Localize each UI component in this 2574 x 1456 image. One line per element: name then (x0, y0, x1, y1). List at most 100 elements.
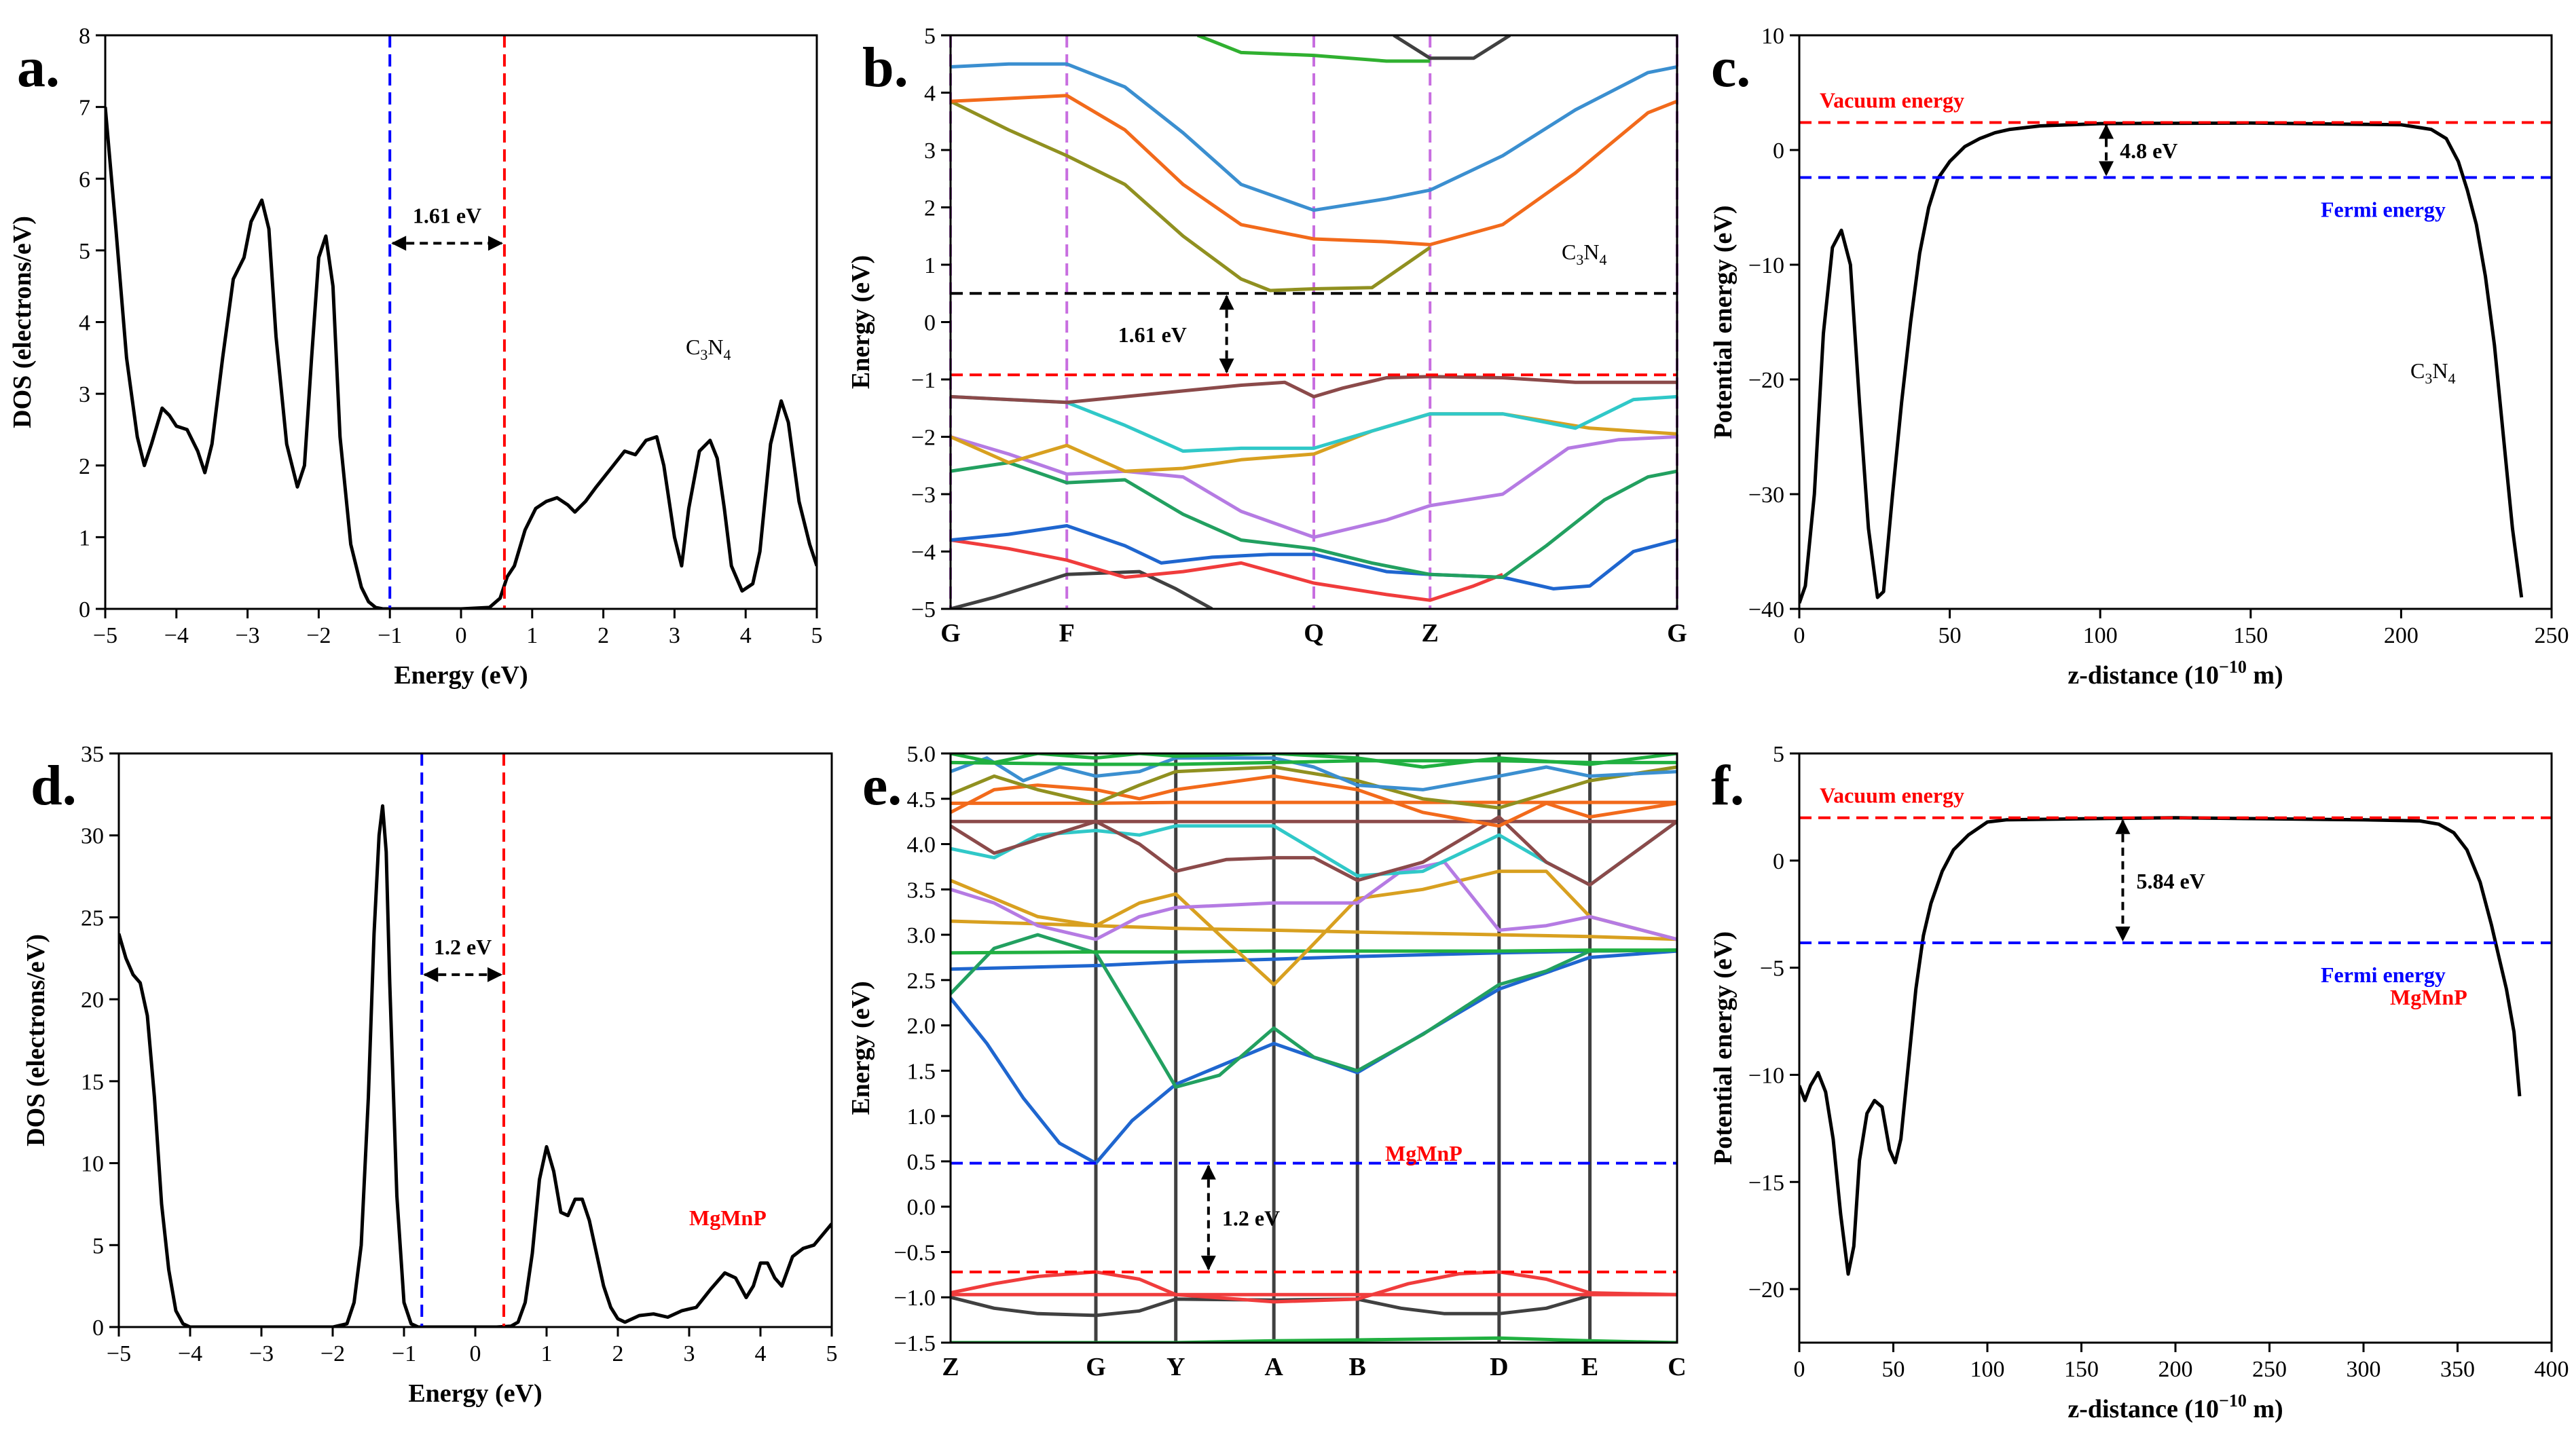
y-tick-label: −5 (911, 597, 936, 622)
y-axis-title: DOS (electrons/eV) (22, 934, 50, 1146)
series-line-b2 (951, 538, 1504, 602)
panel-label: b. (862, 36, 908, 99)
series-group (1799, 121, 2524, 604)
panel-label: f. (1711, 754, 1744, 817)
series-line-e13 (951, 815, 1677, 887)
y-tick-label: −20 (1748, 368, 1784, 393)
x-tick-label: −4 (178, 1341, 202, 1366)
panel-label: a. (17, 36, 60, 99)
y-axis-title: Energy (eV) (847, 255, 875, 389)
series-line-b8 (951, 375, 1677, 405)
material-label: C3N4 (2410, 358, 2455, 387)
material-label: MgMnP (689, 1206, 767, 1230)
y-tick-label: 0 (1773, 849, 1784, 874)
y-tick-label: 30 (81, 824, 104, 849)
y-tick-label: 0 (924, 311, 936, 336)
series-line-e5 (951, 949, 1677, 1165)
y-tick-label: −10 (1748, 1063, 1784, 1088)
y-axis-title: DOS (electrons/eV) (8, 216, 37, 428)
series-line-b9 (951, 99, 1431, 293)
series-line-DOS (105, 107, 817, 609)
series-line-e7 (951, 933, 1677, 1089)
x-tick-label: −5 (93, 623, 117, 648)
y-tick-label: −0.5 (894, 1240, 936, 1265)
series-line-e20 (951, 753, 1677, 769)
material-label: C3N4 (686, 335, 731, 363)
x-tick-label: 0 (1794, 1357, 1805, 1382)
x-tick-label: 3 (669, 623, 680, 648)
x-tick-label: 0 (1794, 623, 1805, 648)
y-tick-label: −4 (911, 540, 936, 565)
y-tick-label: 5 (924, 24, 936, 49)
y-tick-label: 7 (79, 96, 90, 121)
y-tick-label: −20 (1748, 1277, 1784, 1303)
kpoint-label: Q (1304, 619, 1324, 648)
y-tick-label: −1.0 (894, 1286, 936, 1311)
panel-e: Z G Y A B D E C 1.2 eV −1.5 −1.0 −0.5 0.0 0.5 1.0 1.5 2.… (847, 742, 1687, 1381)
y-tick-label: −1 (911, 368, 936, 393)
fermi-energy-label: Fermi energy (2321, 198, 2446, 222)
x-tick-label: 400 (2535, 1357, 2569, 1382)
plot-frame (1798, 34, 2553, 610)
series-line-b5 (951, 435, 1677, 539)
y-tick-label: 3.5 (907, 878, 936, 903)
y-tick-label: −15 (1748, 1170, 1784, 1195)
y-axis-title: Energy (eV) (847, 981, 875, 1115)
x-tick-label: 1 (526, 623, 538, 648)
y-axis-title: Potential energy (eV) (1709, 206, 1738, 439)
x-axis-title: z-distance (10−10 m) (2067, 1391, 2283, 1423)
series-line-e2 (951, 1294, 1591, 1318)
y-tick-label: 25 (81, 906, 104, 931)
x-tick-label: −1 (378, 623, 402, 648)
series-group (119, 804, 832, 1327)
series-line-b3 (951, 524, 1677, 591)
series-line-b10 (951, 94, 1677, 246)
series-line-e18 (951, 756, 1677, 791)
y-tick-label: 3 (924, 138, 936, 164)
series-line-b12 (1196, 35, 1431, 63)
y-tick-label: 5 (92, 1233, 104, 1258)
x-tick-label: 200 (2384, 623, 2419, 648)
kpoint-label: A (1264, 1353, 1283, 1381)
y-tick-label: 5.0 (907, 742, 936, 767)
y-tick-label: 0 (1773, 138, 1784, 164)
y-tick-label: 1 (924, 253, 936, 278)
panel-label: c. (1711, 36, 1750, 99)
y-tick-label: 0 (92, 1315, 104, 1341)
x-tick-label: −4 (164, 623, 189, 648)
gap-arrow: 1.2 eV (423, 935, 502, 982)
y-tick-label: −10 (1748, 253, 1784, 278)
y-tick-label: 0 (79, 597, 90, 622)
y-tick-label: 2.0 (907, 1014, 936, 1039)
x-tick-label: 2 (597, 623, 609, 648)
x-tick-label: 50 (1882, 1357, 1905, 1382)
y-tick-label: 5 (1773, 742, 1784, 767)
x-tick-label: 3 (684, 1341, 695, 1366)
panel-d: 1.2 eV −5 −4 −3 −2 −1 0 1 2 3 4 5 0 5 10 15 20 25 30 35 Ener… (22, 742, 838, 1408)
kpoint-label: D (1490, 1353, 1508, 1381)
band-gap-label: 1.2 eV (434, 935, 492, 959)
x-tick-label: 5 (811, 623, 823, 648)
kpoint-label: Z (942, 1353, 959, 1381)
gap-label: 5.84 eV (2136, 869, 2205, 893)
x-tick-label: 150 (2064, 1357, 2099, 1382)
x-tick-label: −3 (236, 623, 260, 648)
plot-frame (949, 752, 1678, 1344)
panel-label: e. (862, 754, 902, 817)
series-line-e1 (951, 1336, 1677, 1343)
y-axis-title: Potential energy (eV) (1709, 931, 1738, 1165)
vacuum-energy-label: Vacuum energy (1820, 88, 1964, 112)
gap-arrow: 5.84 eV (2115, 819, 2205, 942)
y-tick-label: 5 (79, 239, 90, 264)
gap-arrow: 1.61 eV (391, 203, 503, 251)
gap-label: 4.8 eV (2120, 138, 2177, 163)
series-line-Potential (1799, 121, 2524, 604)
kpoint-label: Y (1166, 1353, 1185, 1381)
kpoint-label: E (1581, 1353, 1598, 1381)
x-tick-label: 0 (456, 623, 467, 648)
x-tick-label: 300 (2347, 1357, 2381, 1382)
kpoint-label: F (1059, 619, 1075, 648)
